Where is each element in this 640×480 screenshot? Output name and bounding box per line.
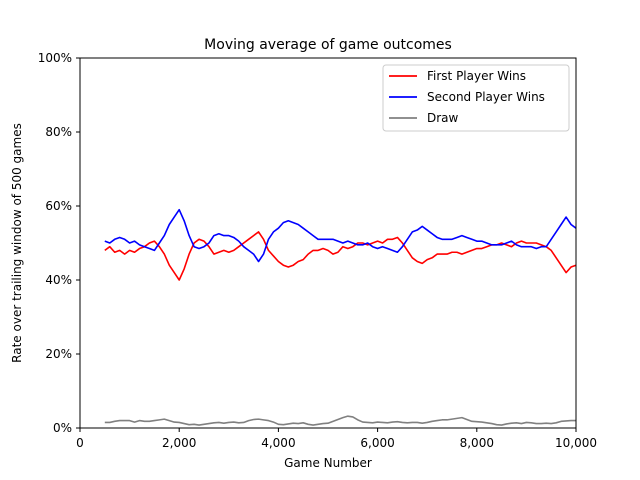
legend-label-0: First Player Wins — [427, 69, 526, 83]
y-tick-label-3: 60% — [45, 199, 72, 213]
y-axis: 0% 20% 40% 60% 80% 100% — [38, 51, 80, 435]
x-tick-label-5: 10,000 — [555, 436, 597, 450]
y-tick-label-0: 0% — [53, 421, 72, 435]
legend-entries: First Player Wins Second Player Wins Draw — [389, 69, 545, 125]
x-tick-label-1: 2,000 — [162, 436, 196, 450]
x-axis-label: Game Number — [284, 456, 372, 470]
legend-label-1: Second Player Wins — [427, 90, 545, 104]
y-tick-label-2: 40% — [45, 273, 72, 287]
x-tick-label-2: 4,000 — [261, 436, 295, 450]
y-tick-label-5: 100% — [38, 51, 72, 65]
y-tick-label-4: 80% — [45, 125, 72, 139]
y-tick-label-1: 20% — [45, 347, 72, 361]
y-axis-label: Rate over trailing window of 500 games — [10, 123, 24, 363]
plot-frame — [79, 57, 577, 429]
series-line-2 — [104, 415, 576, 426]
x-tick-label-4: 8,000 — [460, 436, 494, 450]
series-layer — [104, 208, 577, 426]
legend: First Player Wins Second Player Wins Draw — [382, 64, 570, 132]
legend-box — [382, 64, 570, 132]
legend-label-2: Draw — [427, 111, 459, 125]
x-tick-label-0: 0 — [76, 436, 84, 450]
chart-title: Moving average of game outcomes — [204, 37, 452, 53]
x-axis: 0 2,000 4,000 6,000 8,000 10,000 — [76, 428, 597, 450]
series-line-1 — [104, 208, 577, 263]
x-tick-label-3: 6,000 — [360, 436, 394, 450]
